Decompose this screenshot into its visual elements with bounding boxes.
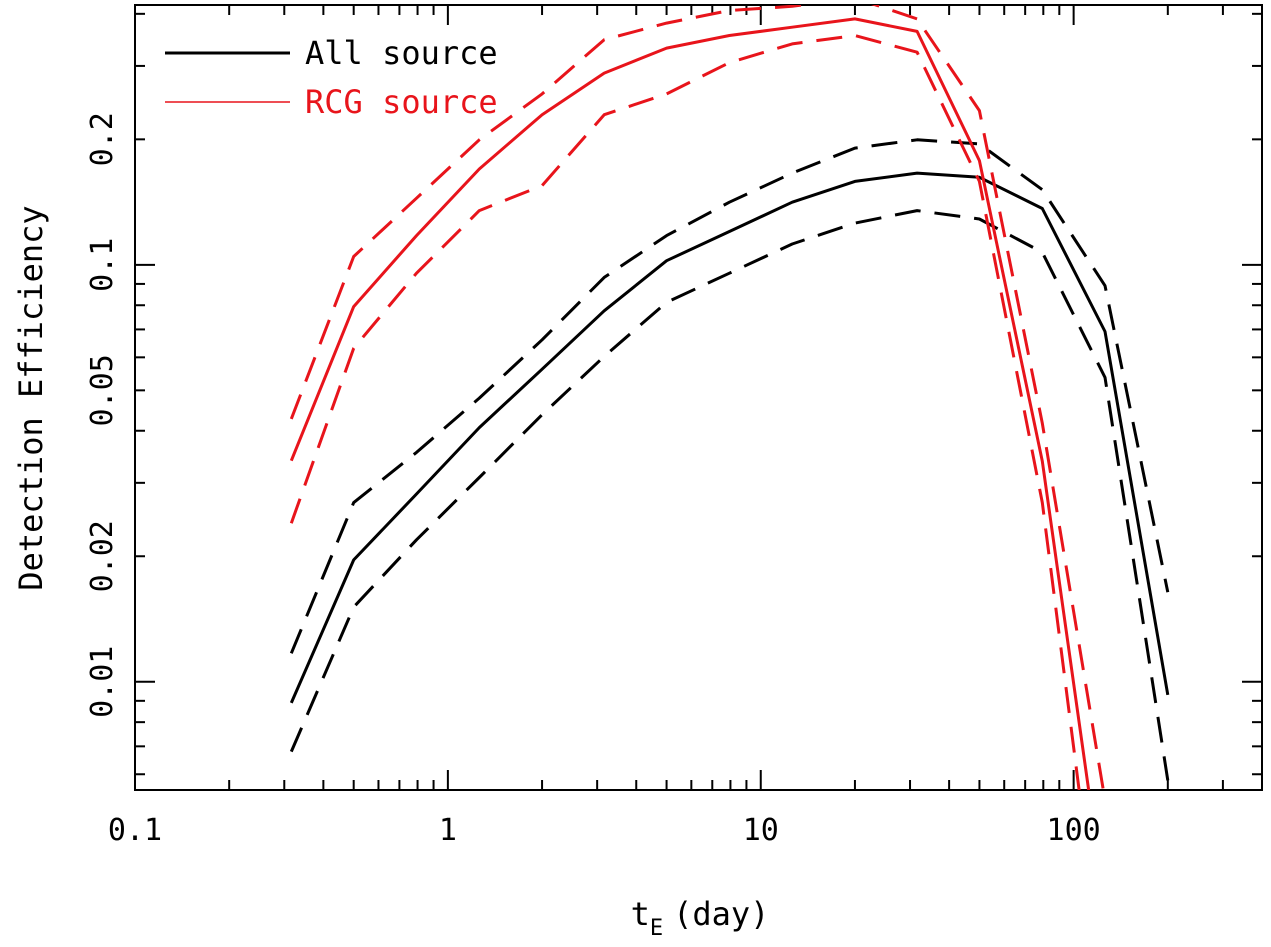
x-axis-title-symbol: t [631,895,650,933]
x-tick-label: 100 [1047,813,1101,848]
series-layer [289,5,1170,790]
y-tick-label: 0.2 [85,112,120,166]
x-tick-label: 1 [439,813,457,848]
series-line-all-source-lower [289,209,1170,781]
series-line-all-source [289,171,1170,704]
x-axis-title-unit: (day) [673,895,769,933]
series-line-rcg-source-upper [289,5,1105,790]
x-axis-title-subscript: E [650,916,663,941]
series-line-rcg-source-lower [289,34,1081,790]
y-tick-label: 0.02 [85,520,120,592]
y-tick-label: 0.05 [85,354,120,426]
legend: All source RCG source [165,34,498,121]
y-axis-title: Detection Efficiency [12,205,50,590]
legend-label-rcg-source: RCG source [305,83,498,121]
axis-tick-labels: 0.1 1 10 100 0.01 0.02 0.05 0.1 0.2 [85,112,1101,848]
plot-frame [134,4,1263,791]
series-line-rcg-source [289,17,1091,790]
legend-label-all-source: All source [305,34,498,72]
x-tick-label: 0.1 [108,813,162,848]
x-tick-label: 10 [743,813,779,848]
y-tick-label: 0.1 [85,238,120,292]
x-axis-title: tE (day) [631,895,770,941]
axis-ticks [134,5,1263,790]
series-line-all-source-upper [289,138,1170,654]
y-tick-label: 0.01 [85,646,120,718]
